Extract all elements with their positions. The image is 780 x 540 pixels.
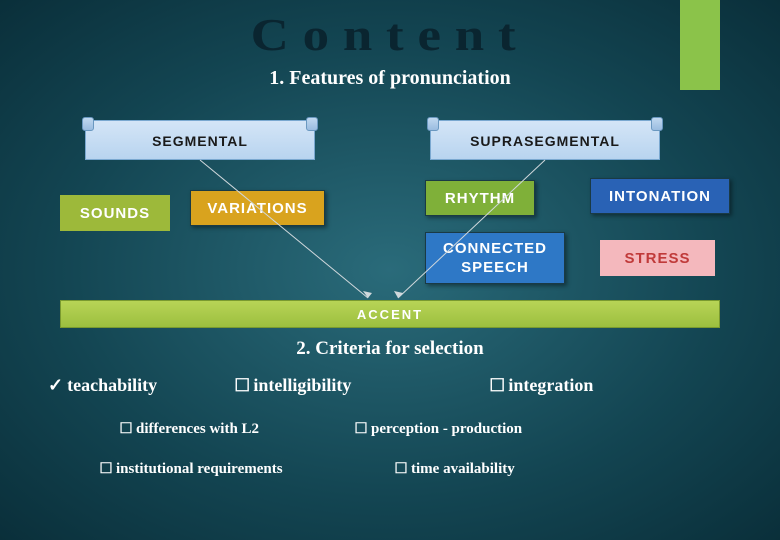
accent-box: ACCENT <box>60 300 720 328</box>
suprasegmental-box: SUPRASEGMENTAL <box>430 120 660 160</box>
criteria-label: intelligibility <box>253 375 351 395</box>
check-icon: ✓ <box>48 375 63 395</box>
criteria-label: perception - production <box>371 421 522 437</box>
segmental-box: SEGMENTAL <box>85 120 315 160</box>
criteria-integration: 🞎integration <box>490 375 593 396</box>
criteria-perception: 🞎perception - production <box>355 420 522 438</box>
variations-box: VARIATIONS <box>190 190 325 226</box>
section2-heading: 2. Criteria for selection <box>0 338 780 360</box>
criteria-time: 🞎time availability <box>395 460 515 478</box>
criteria-label: differences with L2 <box>136 421 259 437</box>
stress-box: STRESS <box>600 240 715 276</box>
bullet-icon: 🞎 <box>100 461 112 477</box>
page-title: Content <box>0 0 780 61</box>
criteria-differences: 🞎differences with L2 <box>120 420 259 438</box>
criteria-label: teachability <box>67 375 157 395</box>
criteria-label: integration <box>508 375 593 395</box>
criteria-intelligibility: 🞎intelligibility <box>235 375 351 396</box>
section1-heading: 1. Features of pronunciation <box>0 67 780 90</box>
bullet-icon: 🞎 <box>395 461 407 477</box>
criteria-label: institutional requirements <box>116 461 283 477</box>
bullet-icon: 🞎 <box>235 375 249 395</box>
bullet-icon: 🞎 <box>490 375 504 395</box>
criteria-label: time availability <box>411 461 515 477</box>
criteria-teachability: ✓teachability <box>48 375 157 396</box>
bullet-icon: 🞎 <box>120 421 132 437</box>
intonation-box: INTONATION <box>590 178 730 214</box>
sounds-box: SOUNDS <box>60 195 170 231</box>
connected-box: CONNECTED SPEECH <box>425 232 565 284</box>
bullet-icon: 🞎 <box>355 421 367 437</box>
rhythm-box: RHYTHM <box>425 180 535 216</box>
criteria-institutional: 🞎institutional requirements <box>100 460 283 478</box>
